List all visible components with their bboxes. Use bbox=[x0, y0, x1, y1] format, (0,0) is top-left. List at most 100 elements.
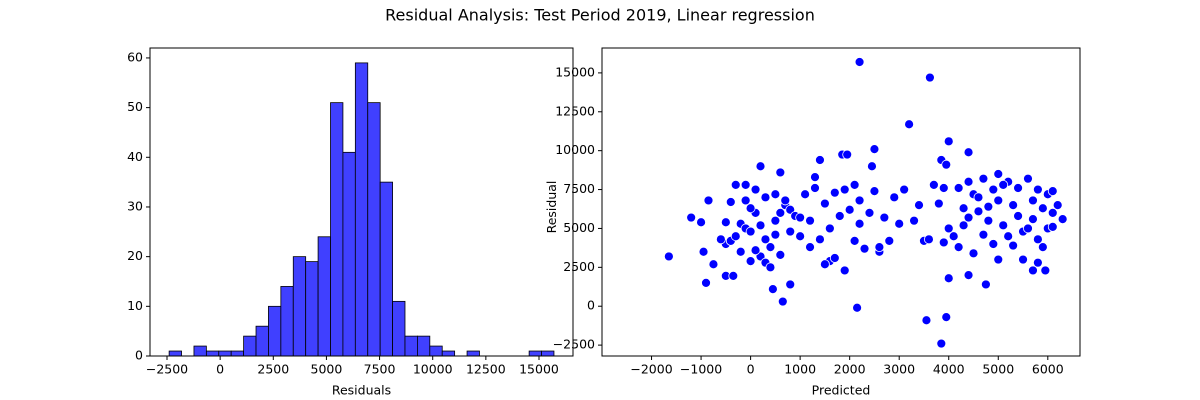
histogram-bar bbox=[193, 345, 207, 357]
histogram-bar bbox=[404, 335, 418, 357]
histogram-bar bbox=[441, 350, 456, 357]
scatter-point bbox=[1023, 223, 1033, 234]
scatter-point bbox=[943, 273, 954, 284]
scatter-point bbox=[1032, 234, 1043, 245]
scatter-point bbox=[933, 198, 944, 209]
scatter-point bbox=[988, 184, 999, 195]
scatter-point bbox=[730, 231, 741, 242]
x-tick-label: −1000 bbox=[680, 362, 722, 377]
scatter-point bbox=[1037, 203, 1048, 214]
y-tick-label: −2500 bbox=[553, 337, 595, 352]
scatter-point bbox=[983, 201, 994, 212]
scatter-point bbox=[698, 246, 709, 257]
histogram-bar bbox=[379, 181, 393, 357]
scatter-point bbox=[1037, 242, 1048, 253]
scatter-point bbox=[745, 226, 756, 237]
scatter-point bbox=[1018, 254, 1028, 265]
scatter-point bbox=[998, 179, 1009, 190]
histogram-bar bbox=[317, 236, 331, 357]
scatter-point bbox=[1047, 207, 1058, 218]
x-axis-label: Residuals bbox=[332, 383, 391, 398]
scatter-point bbox=[958, 220, 969, 231]
y-tick-label: 5000 bbox=[563, 220, 595, 235]
y-tick-label: 50 bbox=[127, 99, 143, 114]
histogram-bar bbox=[429, 345, 443, 357]
y-tick-label: 10000 bbox=[555, 142, 595, 157]
x-tick-label: 6000 bbox=[1032, 362, 1064, 377]
x-tick-label: 10000 bbox=[413, 362, 453, 377]
scatter-point bbox=[1013, 183, 1023, 193]
scatter-point bbox=[745, 203, 756, 214]
scatter-point bbox=[740, 195, 751, 206]
scatter-point bbox=[854, 218, 865, 229]
scatter-point bbox=[1040, 265, 1051, 276]
y-tick-label: 20 bbox=[127, 248, 143, 263]
scatter-point bbox=[701, 277, 711, 288]
scatter-point bbox=[1047, 186, 1058, 197]
scatter-point bbox=[780, 195, 791, 206]
scatter-point bbox=[958, 203, 969, 214]
scatter-point bbox=[767, 284, 778, 295]
x-tick-label: 2500 bbox=[257, 362, 289, 377]
scatter-point bbox=[715, 234, 726, 245]
scatter-point bbox=[1013, 211, 1023, 221]
axes-frame bbox=[601, 47, 1081, 357]
scatter-point bbox=[703, 195, 714, 206]
scatter-point bbox=[928, 179, 939, 190]
scatter-point bbox=[745, 256, 756, 267]
x-tick-label: −2000 bbox=[630, 362, 672, 377]
scatter-point bbox=[1047, 221, 1058, 232]
scatter-point bbox=[765, 242, 776, 253]
scatter-point bbox=[810, 172, 820, 183]
histogram-bar bbox=[466, 350, 480, 357]
y-tick-label: 60 bbox=[127, 49, 143, 64]
scatter-point bbox=[760, 192, 771, 203]
scatter-point bbox=[925, 72, 935, 83]
x-tick-label: 12500 bbox=[466, 362, 506, 377]
x-tick-label: 0 bbox=[216, 362, 224, 377]
scatter-point bbox=[829, 253, 840, 263]
x-tick-label: 1000 bbox=[784, 362, 816, 377]
scatter-point bbox=[686, 212, 697, 223]
scatter-point bbox=[973, 206, 984, 217]
scatter-point bbox=[770, 215, 781, 226]
scatter-point bbox=[815, 234, 825, 245]
scatter-point bbox=[894, 218, 905, 229]
scatter-point bbox=[785, 279, 796, 290]
scatter-point bbox=[953, 242, 964, 253]
scatter-point bbox=[973, 192, 984, 203]
scatter-point bbox=[963, 270, 974, 281]
scatter-point bbox=[1028, 214, 1038, 225]
y-tick-label: 0 bbox=[135, 348, 143, 363]
x-tick-label: 2000 bbox=[834, 362, 866, 377]
histogram-bar bbox=[305, 261, 319, 357]
scatter-point bbox=[859, 243, 870, 254]
scatter-point bbox=[938, 237, 949, 248]
scatter-point bbox=[1008, 200, 1019, 211]
scatter-point bbox=[963, 176, 974, 187]
scatter-point bbox=[760, 234, 771, 245]
scatter-point bbox=[1057, 214, 1068, 225]
scatter-point bbox=[834, 211, 845, 221]
scatter-point bbox=[1032, 257, 1043, 268]
histogram-bar bbox=[205, 350, 220, 357]
scatter-point bbox=[1032, 184, 1043, 195]
scatter-point bbox=[785, 226, 796, 237]
scatter-point bbox=[735, 246, 746, 257]
scatter-point bbox=[805, 215, 815, 226]
scatter-point bbox=[968, 248, 979, 259]
x-tick-label: 0 bbox=[747, 362, 755, 377]
scatter-point bbox=[750, 184, 761, 195]
scatter-point bbox=[849, 179, 860, 190]
scatter-point bbox=[993, 254, 1004, 265]
x-tick-label: 5000 bbox=[982, 362, 1014, 377]
scatter-point bbox=[820, 259, 830, 270]
histogram-bar bbox=[292, 256, 307, 357]
scatter-point bbox=[899, 184, 910, 195]
scatter-point bbox=[755, 161, 766, 172]
scatter-point bbox=[750, 245, 761, 256]
histogram-bar bbox=[330, 102, 344, 357]
scatter-point bbox=[775, 167, 786, 178]
